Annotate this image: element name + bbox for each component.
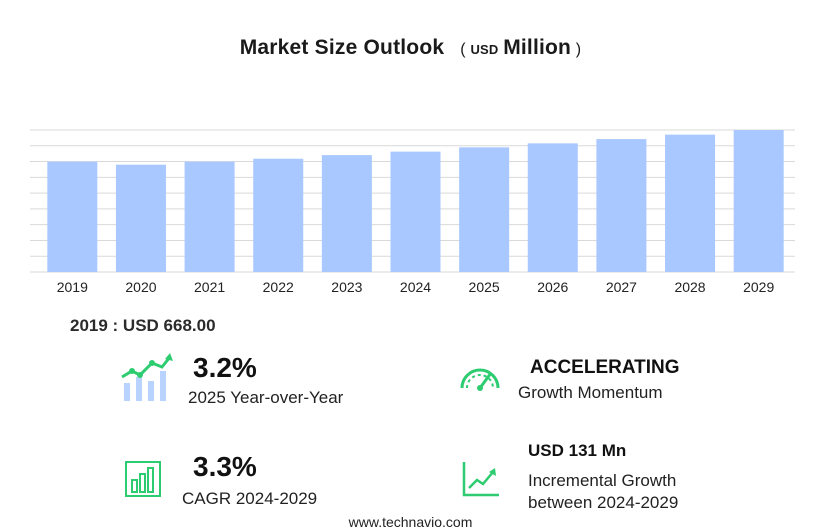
title-unit: ( USD Million ) (460, 36, 582, 59)
bar-2021 (184, 161, 235, 272)
incremental-value: USD 131 Mn (528, 441, 627, 460)
bar-2028 (665, 134, 716, 272)
cagr-label: CAGR 2024-2029 (182, 489, 318, 508)
growth-bars-icon (121, 353, 173, 401)
x-tick-label: 2022 (263, 279, 294, 295)
bar-2020 (115, 164, 166, 272)
x-tick-label: 2023 (331, 279, 362, 295)
x-tick-label: 2029 (743, 279, 774, 295)
footer-url[interactable]: www.technavio.com (348, 514, 473, 530)
bar-2025 (459, 147, 510, 272)
bar-chart: 2019 2020 2021 2022 2023 2024 2025 2026 2027 2028… (30, 129, 795, 295)
yoy-value: 3.2% (193, 352, 257, 383)
unit-currency: USD (470, 42, 499, 57)
bar-2029 (733, 130, 784, 272)
bar-2026 (527, 143, 578, 272)
unit-scale: Million (503, 36, 572, 59)
x-tick-label: 2020 (125, 279, 156, 295)
x-tick-label: 2025 (469, 279, 500, 295)
x-tick-label: 2027 (606, 279, 637, 295)
x-tick-label: 2021 (194, 279, 225, 295)
bar-2027 (596, 139, 647, 272)
yoy-label: 2025 Year-over-Year (188, 388, 344, 407)
chart-title: Market Size Outlook ( USD Million ) (0, 36, 821, 60)
bar-chart-icon (125, 461, 161, 497)
x-tick-label: 2026 (537, 279, 568, 295)
x-tick-label: 2019 (57, 279, 88, 295)
momentum-label: Growth Momentum (518, 383, 663, 402)
speedometer-icon (460, 368, 500, 391)
cagr-value: 3.3% (193, 451, 257, 482)
bar-2022 (253, 158, 304, 272)
bar-2023 (321, 155, 372, 272)
x-tick-label: 2028 (674, 279, 705, 295)
title-text: Market Size Outlook (239, 36, 445, 59)
incremental-label-line2: between 2024-2029 (528, 493, 679, 512)
incremental-label-line1: Incremental Growth (528, 471, 677, 490)
momentum-value: ACCELERATING (530, 357, 680, 378)
bar-2024 (390, 151, 441, 272)
bar-2019 (47, 161, 98, 272)
base-year-value: 2019 : USD 668.00 (70, 316, 216, 335)
x-tick-label: 2024 (400, 279, 431, 295)
kpi-panel: 3.2% 2025 Year-over-Year ACCELERATING Gr… (0, 343, 821, 532)
trend-line-icon (462, 462, 499, 497)
